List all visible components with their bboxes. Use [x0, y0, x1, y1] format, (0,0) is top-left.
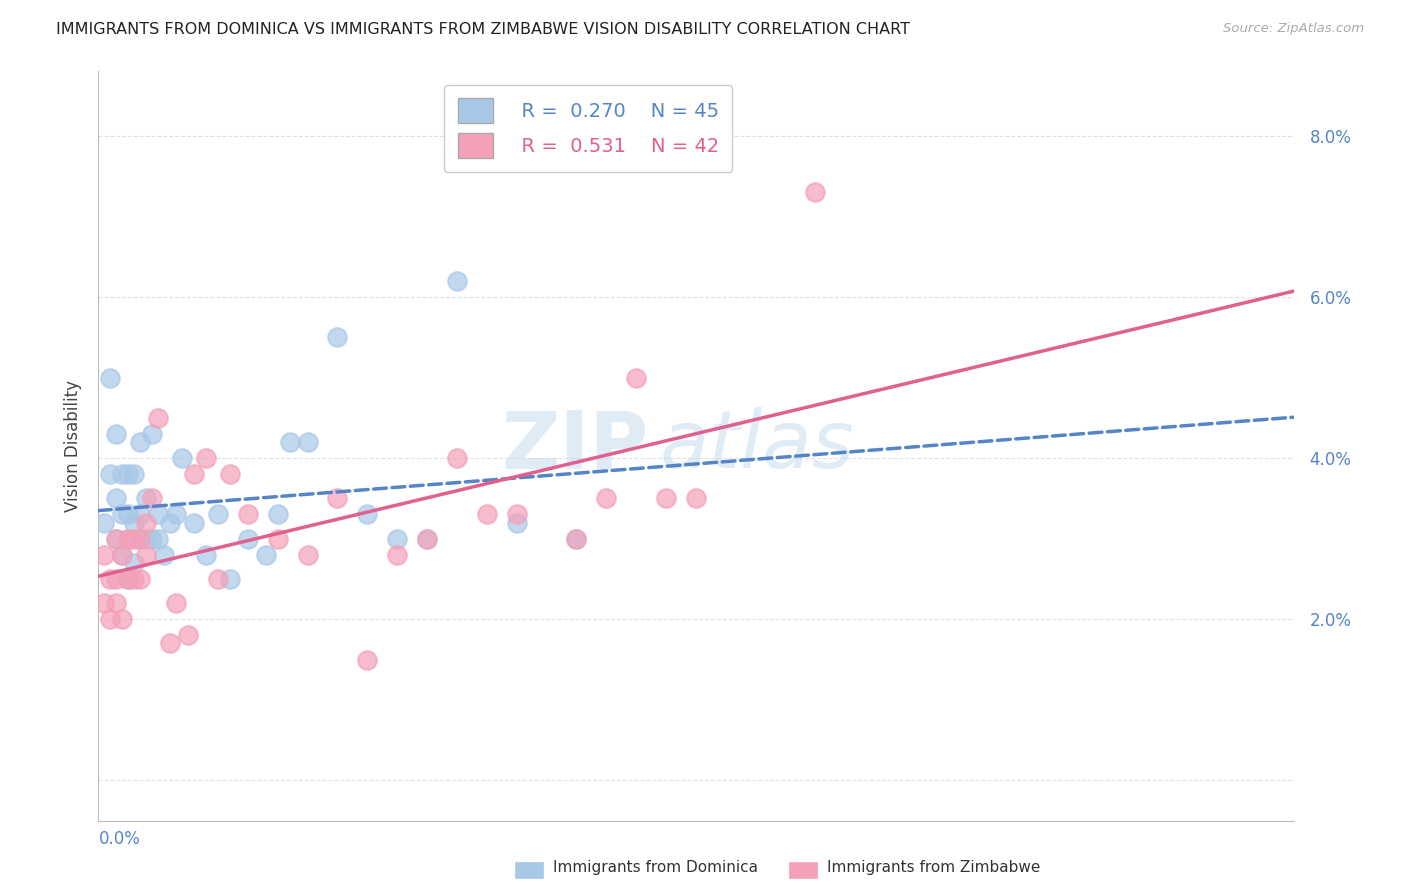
Point	[219, 467, 242, 482]
Point	[98, 370, 122, 384]
Point	[195, 548, 218, 562]
Point	[124, 516, 146, 530]
Point	[141, 426, 163, 441]
Point	[165, 596, 187, 610]
Point	[124, 572, 146, 586]
Point	[111, 467, 134, 482]
Point	[506, 508, 529, 522]
Point	[506, 516, 529, 530]
Point	[297, 434, 319, 449]
Legend:   R =  0.270    N = 45,   R =  0.531    N = 42: R = 0.270 N = 45, R = 0.531 N = 42	[444, 85, 733, 172]
Point	[129, 434, 152, 449]
Point	[98, 572, 122, 586]
Point	[416, 532, 439, 546]
Bar	[789, 862, 817, 878]
Point	[117, 532, 139, 546]
Point	[159, 636, 181, 650]
Point	[135, 491, 157, 506]
Point	[148, 410, 170, 425]
Point	[326, 330, 349, 344]
Point	[117, 467, 139, 482]
Y-axis label: Vision Disability: Vision Disability	[63, 380, 82, 512]
Point	[254, 548, 277, 562]
Point	[565, 532, 588, 546]
Point	[153, 548, 176, 562]
Point	[111, 548, 134, 562]
Text: 0.0%: 0.0%	[98, 830, 141, 847]
Text: ZIP: ZIP	[501, 407, 648, 485]
Point	[278, 434, 301, 449]
Point	[183, 516, 205, 530]
Point	[267, 508, 290, 522]
Point	[105, 532, 128, 546]
Text: atlas: atlas	[661, 407, 855, 485]
Point	[124, 532, 146, 546]
Point	[416, 532, 439, 546]
Point	[356, 508, 378, 522]
Point	[159, 516, 181, 530]
Point	[124, 467, 146, 482]
Point	[111, 548, 134, 562]
Point	[195, 451, 218, 466]
Point	[297, 548, 319, 562]
Point	[117, 508, 139, 522]
Point	[98, 612, 122, 626]
Point	[111, 508, 134, 522]
Point	[385, 548, 409, 562]
Point	[177, 628, 200, 642]
Point	[148, 508, 170, 522]
Point	[135, 532, 157, 546]
Point	[111, 612, 134, 626]
Point	[267, 532, 290, 546]
Point	[326, 491, 349, 506]
Point	[626, 370, 648, 384]
Point	[135, 516, 157, 530]
Point	[165, 508, 187, 522]
Point	[117, 572, 139, 586]
Point	[93, 596, 115, 610]
Point	[129, 532, 152, 546]
Point	[172, 451, 194, 466]
Point	[135, 548, 157, 562]
Point	[595, 491, 617, 506]
Point	[117, 572, 139, 586]
Point	[105, 572, 128, 586]
Point	[93, 516, 115, 530]
Point	[236, 532, 259, 546]
Point	[105, 532, 128, 546]
Point	[129, 532, 152, 546]
Text: Source: ZipAtlas.com: Source: ZipAtlas.com	[1223, 22, 1364, 36]
Point	[129, 508, 152, 522]
Point	[117, 532, 139, 546]
Point	[148, 532, 170, 546]
Text: Immigrants from Zimbabwe: Immigrants from Zimbabwe	[827, 861, 1040, 875]
Text: IMMIGRANTS FROM DOMINICA VS IMMIGRANTS FROM ZIMBABWE VISION DISABILITY CORRELATI: IMMIGRANTS FROM DOMINICA VS IMMIGRANTS F…	[56, 22, 910, 37]
Point	[98, 467, 122, 482]
Point	[105, 491, 128, 506]
Point	[141, 532, 163, 546]
Point	[685, 491, 707, 506]
Point	[93, 548, 115, 562]
Point	[124, 556, 146, 570]
Point	[207, 508, 229, 522]
Point	[385, 532, 409, 546]
Bar	[515, 862, 543, 878]
Point	[183, 467, 205, 482]
Point	[565, 532, 588, 546]
Point	[475, 508, 498, 522]
Point	[356, 652, 378, 666]
Point	[804, 185, 827, 199]
Point	[105, 426, 128, 441]
Point	[129, 572, 152, 586]
Point	[219, 572, 242, 586]
Point	[655, 491, 678, 506]
Point	[105, 596, 128, 610]
Text: Immigrants from Dominica: Immigrants from Dominica	[553, 861, 758, 875]
Point	[236, 508, 259, 522]
Point	[446, 274, 468, 288]
Point	[446, 451, 468, 466]
Point	[141, 491, 163, 506]
Point	[207, 572, 229, 586]
